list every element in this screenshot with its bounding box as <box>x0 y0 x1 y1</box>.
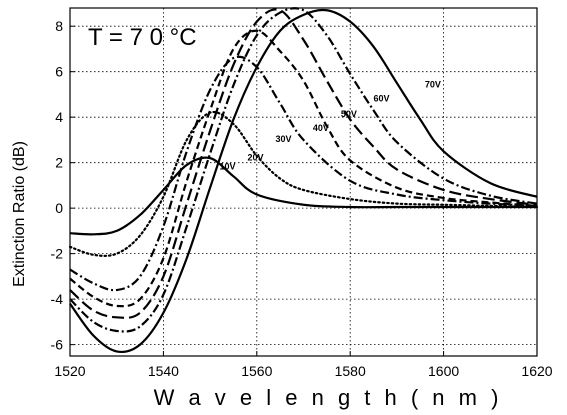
y-tick-label: 4 <box>55 109 63 125</box>
y-tick-label: -6 <box>51 337 64 353</box>
series-line-70v <box>69 8 538 354</box>
x-tick-label: 1520 <box>54 363 85 379</box>
x-axis-title: W a v e l e n g t h ( n m ) <box>154 385 503 410</box>
series-line-30v <box>69 55 538 292</box>
ticks: 1520 1540 1560 1580 1600 1620 -6 -4 -2 0 2 4 6 8 <box>51 18 553 379</box>
series-label-40v: 40V <box>313 123 329 133</box>
x-tick-label: 1580 <box>335 363 366 379</box>
series-label-20v: 20V <box>247 152 263 162</box>
series-line-10v <box>69 156 537 236</box>
series-label-30v: 30V <box>275 134 291 144</box>
y-axis-title: Extinction Ratio (dB) <box>11 141 28 287</box>
y-tick-label: 2 <box>55 155 63 171</box>
series-line-60v <box>69 7 538 333</box>
series-line-50v <box>69 8 538 319</box>
series-label-50v: 50V <box>341 109 357 119</box>
plot-frame <box>69 7 538 357</box>
y-tick-label: -4 <box>51 291 64 307</box>
series-layer <box>68 7 539 354</box>
series-line-20v <box>68 110 539 257</box>
temperature-annotation: T = 7 0 °C <box>88 24 197 51</box>
series-label-70v: 70V <box>425 80 441 90</box>
y-tick-label: 8 <box>55 18 63 34</box>
series-label-60v: 60V <box>374 93 390 103</box>
y-tick-label: 0 <box>55 200 63 216</box>
x-tick-label: 1560 <box>241 363 272 379</box>
x-tick-label: 1600 <box>428 363 459 379</box>
series-line-40v <box>69 29 538 308</box>
series-labels: 10V 20V 30V 40V 50V 60V 70V <box>219 80 440 172</box>
grid <box>70 8 537 356</box>
y-tick-label: 6 <box>55 64 63 80</box>
x-tick-label: 1620 <box>521 363 552 379</box>
x-tick-label: 1540 <box>148 363 179 379</box>
series-label-10v: 10V <box>219 161 235 171</box>
y-tick-label: -2 <box>51 246 64 262</box>
